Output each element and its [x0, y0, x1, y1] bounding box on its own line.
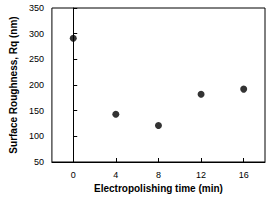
svg-text:4: 4: [113, 170, 118, 180]
svg-text:250: 250: [29, 54, 44, 64]
svg-text:150: 150: [29, 106, 44, 116]
svg-text:350: 350: [29, 3, 44, 13]
svg-text:200: 200: [29, 80, 44, 90]
svg-text:300: 300: [29, 29, 44, 39]
svg-text:Electropolishing time (min): Electropolishing time (min): [94, 183, 223, 194]
svg-text:12: 12: [196, 170, 206, 180]
svg-text:50: 50: [34, 157, 44, 167]
svg-text:0: 0: [71, 170, 76, 180]
svg-text:16: 16: [239, 170, 249, 180]
svg-text:8: 8: [156, 170, 161, 180]
svg-text:100: 100: [29, 131, 44, 141]
svg-text:Surface Roughness, Rq (nm): Surface Roughness, Rq (nm): [8, 16, 19, 153]
